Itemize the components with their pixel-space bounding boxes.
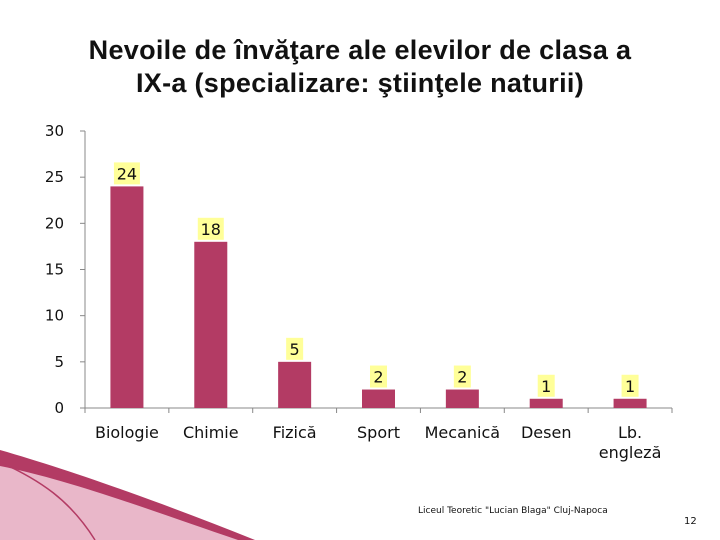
data-label: 1 xyxy=(541,377,551,396)
decorative-swoosh-band xyxy=(0,450,255,540)
y-tick-label: 5 xyxy=(54,353,64,371)
category-label: Biologie xyxy=(95,423,159,442)
data-label: 2 xyxy=(457,368,467,387)
page-number: 12 xyxy=(684,516,697,527)
x-axis: Biologie Chimie Fizică Sport Mecanică Desen Lb… xyxy=(84,407,673,462)
bar-1 xyxy=(110,186,144,408)
footer-text: Liceul Teoretic "Lucian Blaga" Cluj-Napo… xyxy=(418,506,608,516)
bars xyxy=(110,186,647,408)
decorative-swoosh-line xyxy=(0,461,96,540)
slide-title-line-2: IX-a (specializare: ştiinţele naturii) xyxy=(135,68,585,98)
bar-7 xyxy=(613,398,647,408)
category-label: engleză xyxy=(599,443,662,462)
slide-title: Nevoile de învăţare ale elevilor de clas… xyxy=(0,34,720,100)
data-label: 2 xyxy=(373,368,383,387)
bar-6 xyxy=(529,398,563,408)
data-label: 24 xyxy=(117,164,137,183)
data-label-bg xyxy=(113,162,140,185)
data-labels: 24 18 5 2 2 1 1 xyxy=(113,162,639,397)
y-tick-label: 10 xyxy=(45,307,64,325)
data-label-bg xyxy=(370,365,387,388)
y-axis: 0 5 10 15 20 25 30 xyxy=(45,122,86,417)
y-tick-label: 20 xyxy=(45,214,64,232)
category-label: Desen xyxy=(521,423,571,442)
decorative-swoosh xyxy=(0,450,255,540)
slide-title-line-1: Nevoile de învăţare ale elevilor de clas… xyxy=(88,35,632,65)
data-label-bg xyxy=(621,374,639,397)
bar-2 xyxy=(194,241,228,408)
data-label-bg xyxy=(537,374,555,397)
bar-3 xyxy=(278,361,312,408)
y-tick-label: 30 xyxy=(45,122,64,140)
y-tick-label: 25 xyxy=(45,168,64,186)
category-label: Chimie xyxy=(183,423,239,442)
category-label: Fizică xyxy=(273,423,317,442)
data-label: 5 xyxy=(290,340,300,359)
bar-5 xyxy=(445,389,479,408)
decorative-swoosh-light xyxy=(0,458,255,540)
category-label: Mecanică xyxy=(425,423,500,442)
data-label-bg xyxy=(286,337,304,360)
y-tick-label: 15 xyxy=(45,261,64,279)
bar-4 xyxy=(362,389,395,408)
data-label: 18 xyxy=(201,220,221,239)
category-label: Sport xyxy=(357,423,400,442)
data-label-bg xyxy=(453,365,471,388)
category-label: Lb. xyxy=(618,423,642,442)
y-tick-label: 0 xyxy=(54,399,64,417)
data-label: 1 xyxy=(625,377,635,396)
data-label-bg xyxy=(197,217,224,240)
